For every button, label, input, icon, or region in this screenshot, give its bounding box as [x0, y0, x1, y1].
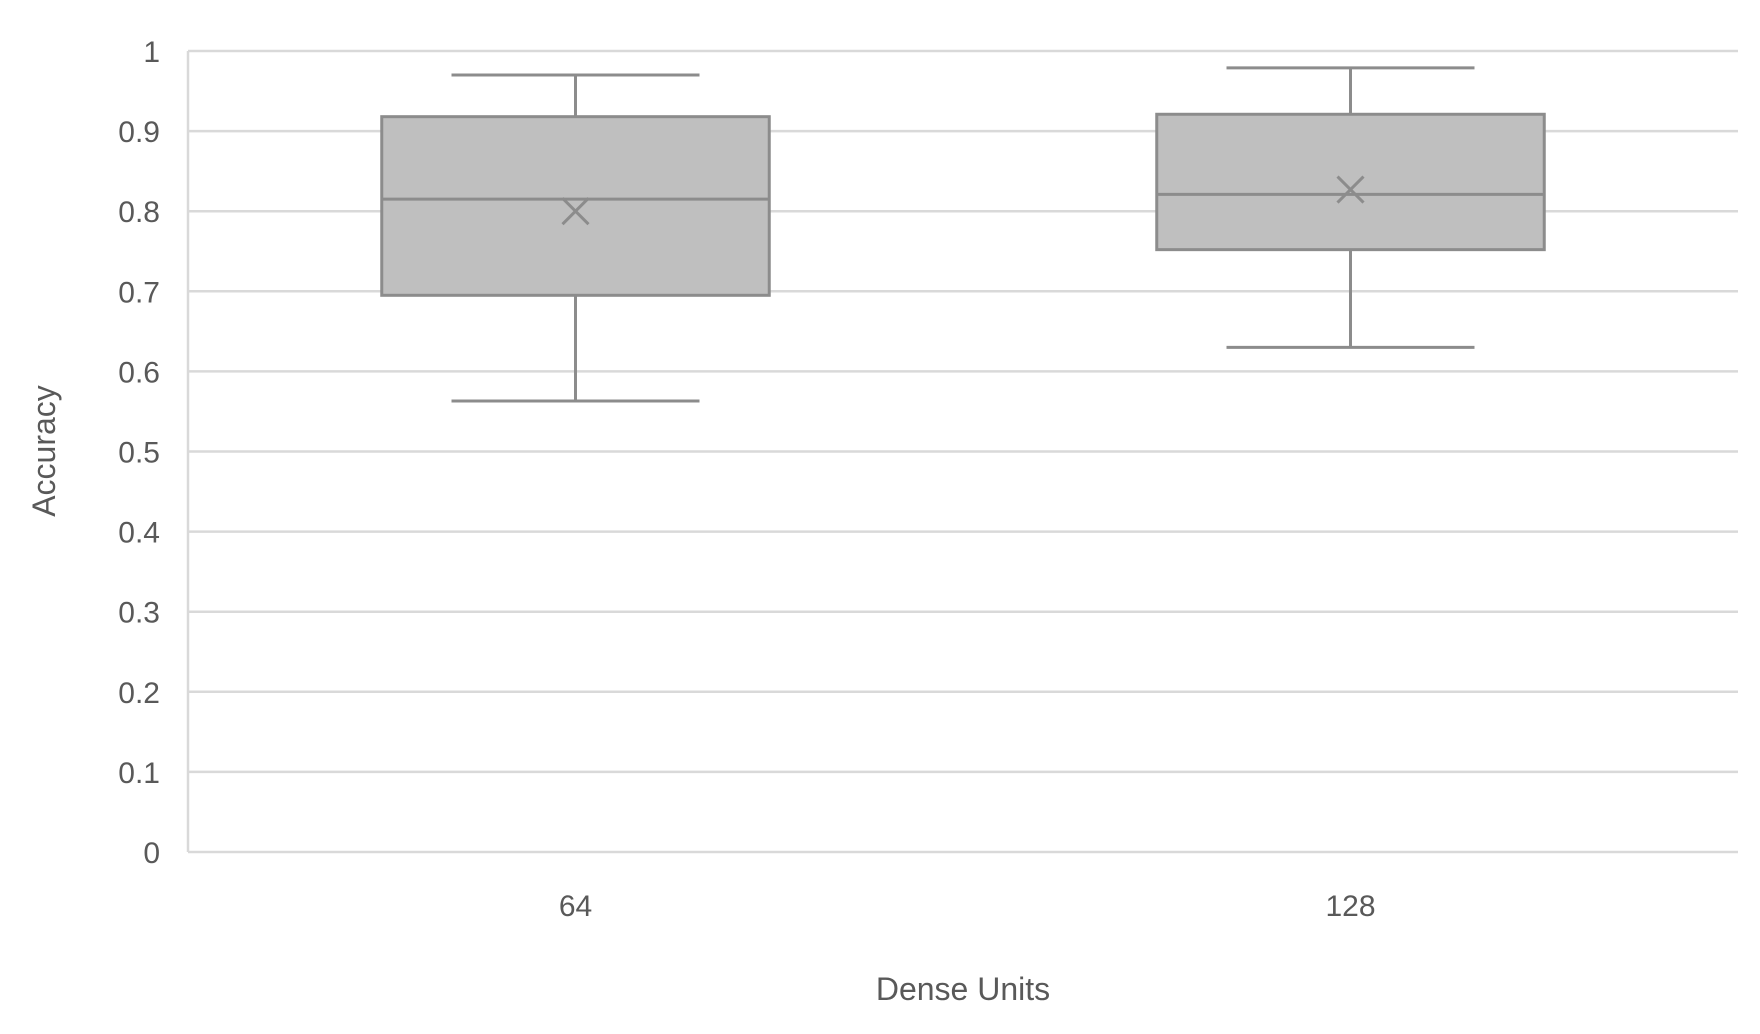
x-axis-title: Dense Units [876, 971, 1050, 1007]
y-tick-label: 0.8 [118, 196, 160, 229]
box-group-64 [380, 73, 771, 403]
y-tick-label: 0.4 [118, 517, 160, 550]
y-tick-label: 0.1 [118, 757, 160, 790]
y-axis-title: Accuracy [26, 385, 62, 517]
box-series [380, 66, 1546, 403]
y-tick-label: 1 [143, 36, 160, 69]
gridlines [186, 49, 1738, 854]
y-tick-label: 0.7 [118, 276, 160, 309]
mean-marker [1336, 175, 1365, 204]
box-group-128 [1155, 66, 1546, 349]
y-tick-labels: 0 0.1 0.2 0.3 0.4 0.5 0.6 0.7 0.8 0.9 1 [118, 36, 160, 870]
x-tick-label: 64 [559, 890, 592, 923]
x-tick-labels: 64 128 [559, 890, 1376, 923]
y-tick-label: 0 [143, 837, 160, 870]
y-tick-label: 0.3 [118, 597, 160, 630]
x-tick-label: 128 [1325, 890, 1375, 923]
y-tick-label: 0.9 [118, 116, 160, 149]
y-tick-label: 0.2 [118, 677, 160, 710]
y-tick-label: 0.5 [118, 437, 160, 470]
iqr-box [380, 115, 771, 297]
mean-marker [561, 197, 590, 226]
y-tick-label: 0.6 [118, 356, 160, 389]
iqr-box [1155, 112, 1546, 252]
